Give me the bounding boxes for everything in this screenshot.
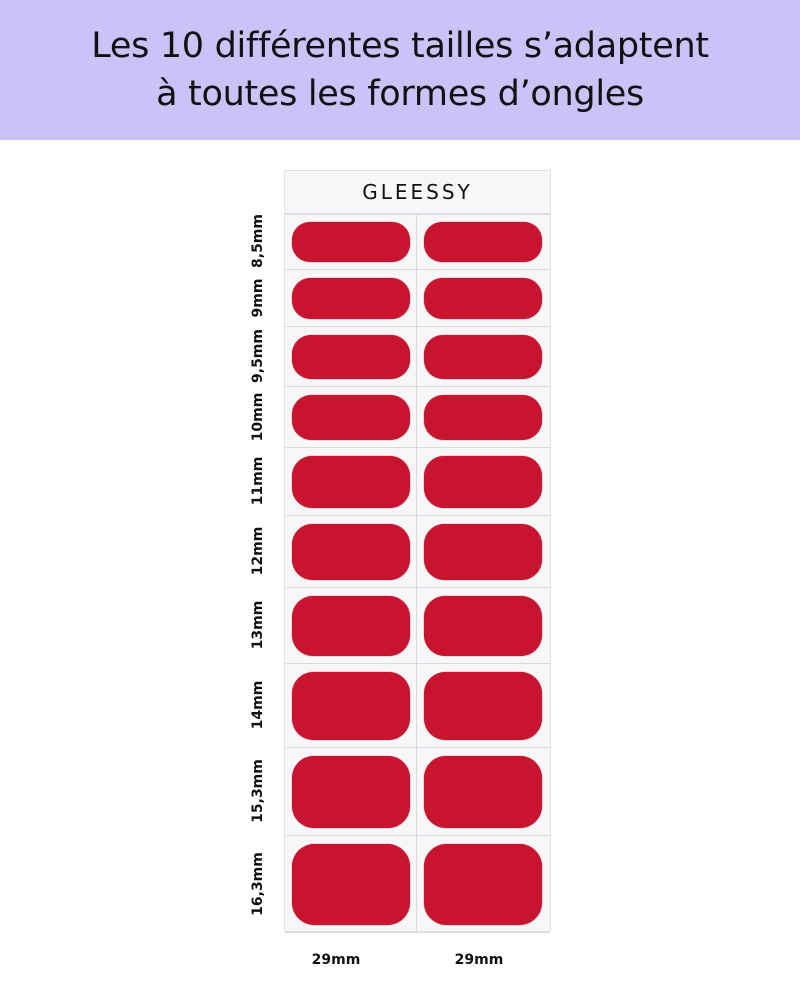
nail-row — [285, 270, 550, 327]
size-label: 11mm — [250, 456, 266, 506]
nail-sticker — [292, 524, 410, 580]
size-label: 13mm — [250, 600, 266, 650]
size-label: 8,5mm — [250, 214, 266, 268]
size-label: 12mm — [250, 526, 266, 576]
nail-sticker — [292, 335, 410, 379]
nail-sticker — [424, 335, 542, 379]
nail-sticker — [292, 222, 410, 262]
nail-row — [285, 748, 550, 836]
nail-sticker — [292, 278, 410, 319]
size-label: 10mm — [250, 392, 266, 441]
nail-sticker — [424, 844, 542, 925]
nail-sticker — [292, 844, 410, 925]
brand-logo: GLEESSY — [285, 171, 550, 215]
nail-sticker — [292, 395, 410, 440]
nail-sticker — [292, 672, 410, 740]
nail-sticker — [292, 456, 410, 508]
size-label: 9mm — [250, 278, 266, 317]
nail-sticker — [292, 596, 410, 656]
nail-sticker — [292, 756, 410, 828]
header-banner: Les 10 différentes tailles s’adaptent à … — [0, 0, 800, 140]
size-label: 16,3mm — [250, 851, 266, 916]
column-divider — [416, 213, 417, 931]
width-label-left: 29mm — [311, 952, 361, 968]
size-label: 9,5mm — [250, 329, 266, 383]
header-title-line2: à toutes les formes d’ongles — [156, 74, 644, 114]
nail-sticker — [424, 524, 542, 580]
header-title-line1: Les 10 différentes tailles s’adaptent — [91, 26, 709, 66]
nail-sticker — [424, 222, 542, 262]
nail-row — [285, 448, 550, 516]
nail-row — [285, 516, 550, 588]
nail-row — [285, 588, 550, 664]
nail-sticker — [424, 596, 542, 656]
nail-row — [285, 664, 550, 748]
nail-sticker-sheet: GLEESSY — [284, 170, 551, 933]
nail-row — [285, 327, 550, 387]
nail-row — [285, 836, 550, 933]
nail-sticker — [424, 672, 542, 740]
width-label-right: 29mm — [454, 952, 504, 968]
nail-sticker — [424, 756, 542, 828]
size-label: 15,3mm — [250, 759, 266, 823]
nail-sticker — [424, 395, 542, 440]
size-label: 14mm — [250, 680, 266, 730]
nail-row — [285, 387, 550, 448]
nail-sticker — [424, 456, 542, 508]
nail-sticker — [424, 278, 542, 319]
nail-row — [285, 214, 550, 270]
